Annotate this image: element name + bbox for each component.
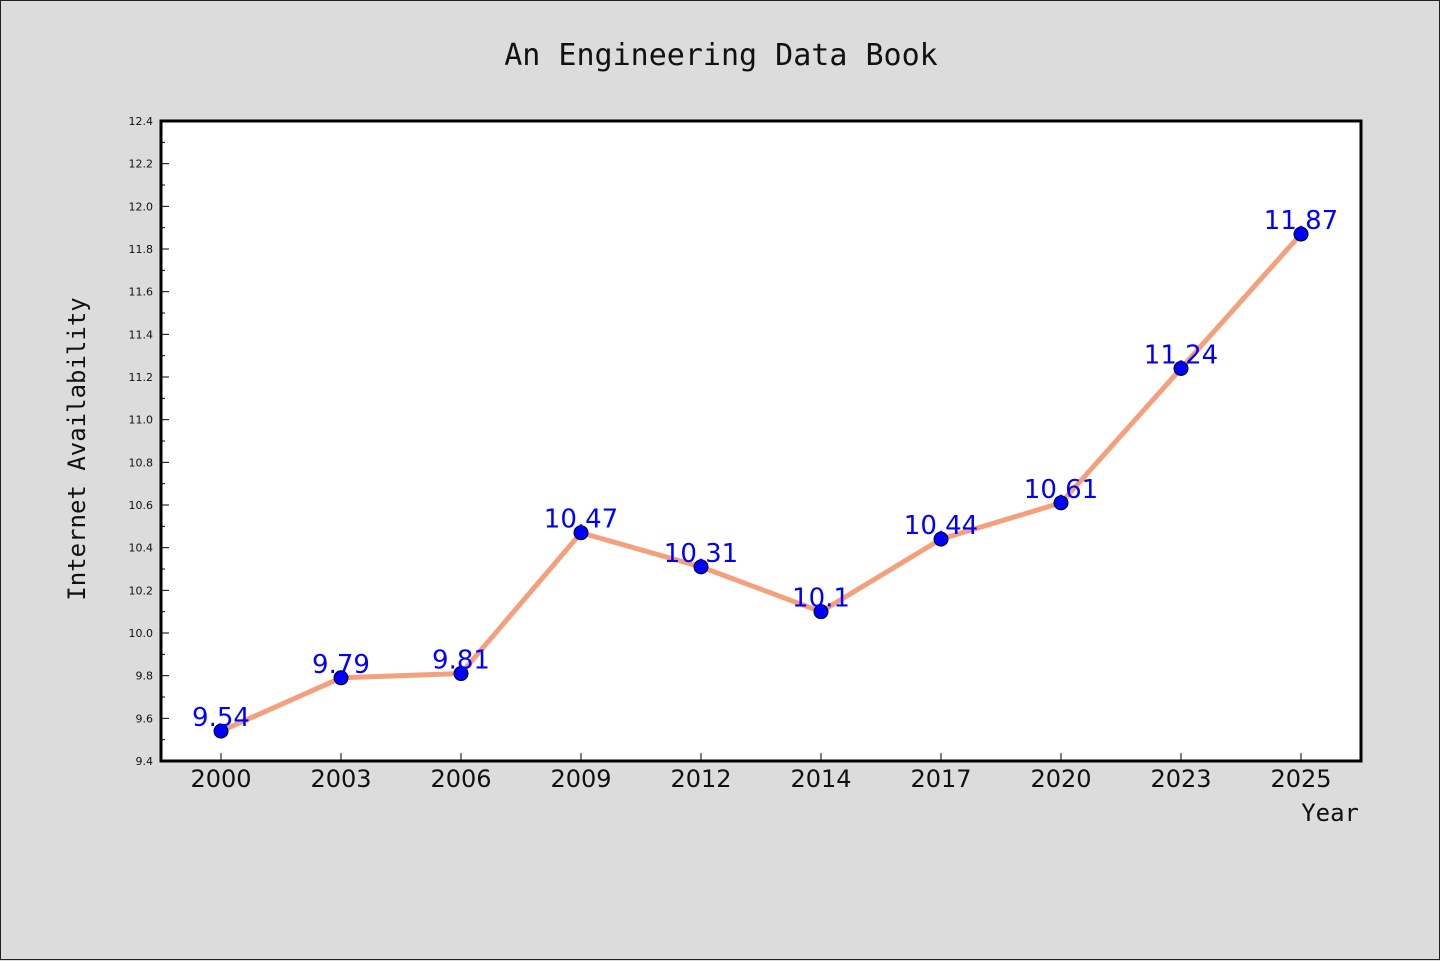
x-tick-label: 2014 [790,765,851,793]
data-label: 10.47 [544,505,618,535]
x-tick-label: 2020 [1030,765,1091,793]
x-tick-label: 2009 [550,765,611,793]
data-label: 9.79 [312,650,370,680]
plot-area [159,119,1363,763]
x-tick-label: 2025 [1270,765,1331,793]
x-tick-label: 2017 [910,765,971,793]
y-tick-label: 10.8 [129,456,154,469]
x-tick-label: 2023 [1150,765,1211,793]
y-tick-label: 10.6 [129,499,154,512]
y-tick-label: 10.4 [129,542,154,555]
x-tick-label: 2006 [430,765,491,793]
x-tick-label: 2000 [190,765,251,793]
y-tick-label: 9.4 [136,755,154,768]
data-point [1053,495,1069,511]
x-axis-label: Year [1301,799,1359,827]
data-point [1173,360,1189,376]
x-tick-label: 2003 [310,765,371,793]
y-tick-label: 11.6 [129,286,154,299]
y-tick-label: 11.4 [129,328,154,341]
y-tick-label: 9.8 [136,670,154,683]
y-tick-label: 12.4 [129,115,154,128]
data-point [813,604,829,620]
data-label: 10.44 [904,511,978,541]
y-tick-label: 11.2 [129,371,154,384]
x-tick-label: 2012 [670,765,731,793]
data-label: 11.87 [1264,206,1338,236]
y-tick-label: 10.2 [129,584,154,597]
data-label: 10.31 [664,539,738,569]
data-label: 10.61 [1024,475,1098,505]
y-axis: 9.4 9.6 9.8 10.0 10.2 10.4 10.6 10.8 11.0 11.2 11.… [129,115,169,768]
data-point [1293,226,1309,242]
y-tick-label: 11.0 [129,414,154,427]
data-point [213,723,229,739]
data-label: 10.1 [792,584,850,614]
data-point [933,531,949,547]
series-markers [213,226,1309,739]
data-point [453,666,469,682]
data-point [693,559,709,575]
chart-title: An Engineering Data Book [504,38,937,73]
y-tick-label: 12.0 [129,200,154,213]
y-tick-label: 12.2 [129,158,154,171]
data-point [333,670,349,686]
data-point [573,525,589,541]
data-labels: 9.54 9.79 9.81 10.47 10.31 10.1 10.44 10.61 11.2… [192,206,1338,733]
y-tick-label: 11.8 [129,243,154,256]
y-tick-label: 10.0 [129,627,154,640]
series-line [218,231,1304,734]
data-label: 11.24 [1144,340,1218,370]
x-axis: 2000 2003 2006 2009 2012 2014 2017 2020 2023 2025 [190,753,1332,793]
y-tick-label: 9.6 [136,712,154,725]
data-label: 9.81 [432,646,490,676]
y-axis-label: Internet Availability [63,297,91,600]
data-label: 9.54 [192,703,250,733]
